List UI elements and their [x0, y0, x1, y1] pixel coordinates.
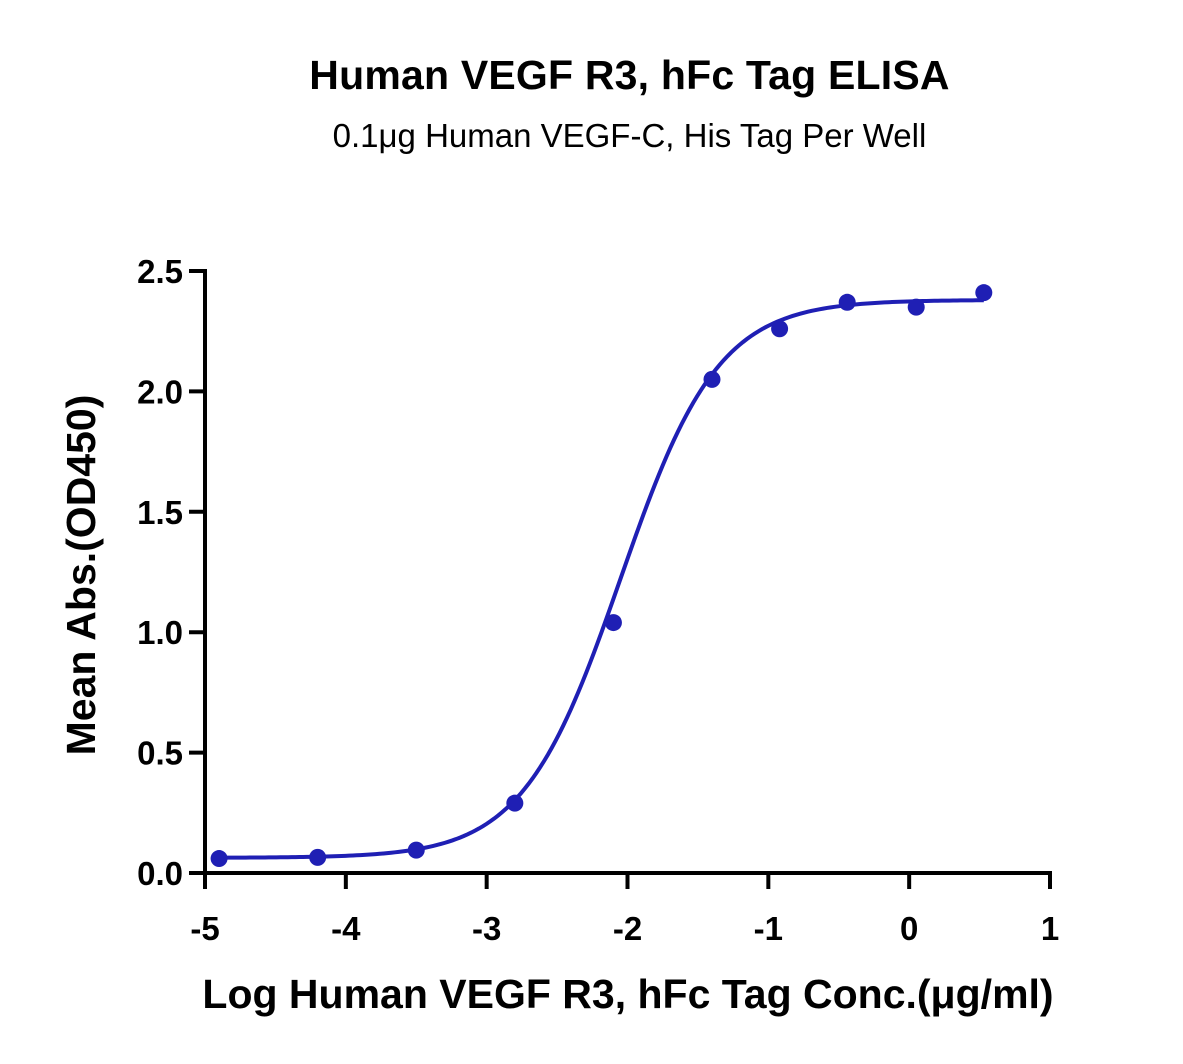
x-tick-label: -3 [472, 910, 501, 947]
data-point [975, 284, 993, 302]
y-tick-label: 1.0 [137, 614, 183, 651]
x-tick-label: 1 [1041, 910, 1059, 947]
data-point [407, 841, 425, 859]
axes: 0.0 0.5 1.0 1.5 2.0 2.5 -5 -4 -3 -2 -1 0 1 [137, 253, 1059, 947]
fit-curve [219, 298, 984, 860]
x-tick-label: -5 [190, 910, 219, 947]
x-tick-label: -4 [331, 910, 361, 947]
chart-subtitle: 0.1μg Human VEGF-C, His Tag Per Well [332, 117, 927, 154]
data-point [604, 614, 622, 632]
data-point [838, 293, 856, 311]
data-points-layer [210, 284, 993, 868]
y-tick-label: 2.5 [137, 253, 183, 290]
data-point [210, 850, 228, 868]
data-point [907, 298, 925, 316]
y-tick-label: 0.5 [137, 735, 183, 772]
data-point [703, 370, 721, 388]
data-point [771, 320, 789, 338]
y-axis-title: Mean Abs.(OD450) [58, 395, 104, 756]
data-point [309, 848, 327, 866]
fit-curve-layer [219, 298, 984, 860]
x-axis-title: Log Human VEGF R3, hFc Tag Conc.(μg/ml) [202, 971, 1053, 1017]
x-tick-label: 0 [900, 910, 918, 947]
y-tick-label: 0.0 [137, 855, 183, 892]
chart-title: Human VEGF R3, hFc Tag ELISA [309, 52, 950, 98]
data-point [506, 794, 524, 812]
y-tick-label: 2.0 [137, 373, 183, 410]
x-tick-label: -1 [754, 910, 783, 947]
x-tick-label: -2 [613, 910, 642, 947]
y-tick-label: 1.5 [137, 494, 183, 531]
